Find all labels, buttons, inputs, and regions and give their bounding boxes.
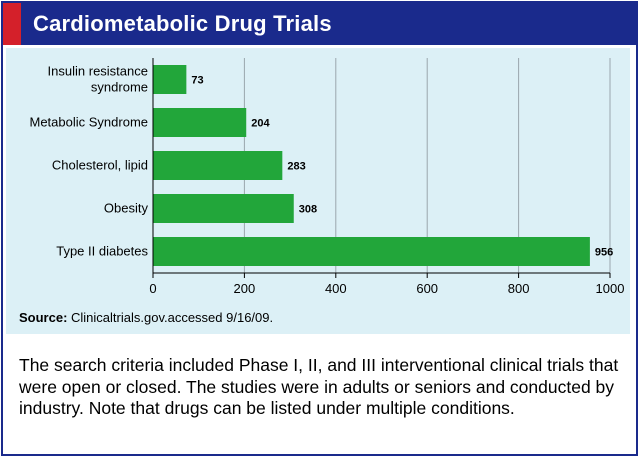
title-accent-stripe bbox=[3, 3, 21, 45]
category-label: Metabolic Syndrome bbox=[30, 115, 149, 130]
category-label: Obesity bbox=[104, 201, 149, 216]
bar bbox=[153, 237, 590, 266]
x-tick-label: 200 bbox=[234, 281, 256, 296]
data-label: 956 bbox=[595, 247, 613, 259]
data-label: 308 bbox=[299, 204, 317, 216]
bar bbox=[153, 108, 247, 137]
category-label-line: Metabolic Syndrome bbox=[30, 115, 149, 130]
note-paragraph: The search criteria included Phase I, II… bbox=[19, 355, 619, 418]
x-tick-label: 800 bbox=[508, 281, 530, 296]
title-bar: Cardiometabolic Drug Trials bbox=[3, 3, 636, 45]
bar bbox=[153, 151, 283, 180]
data-label: 283 bbox=[287, 161, 305, 173]
chart-title: Cardiometabolic Drug Trials bbox=[33, 11, 332, 36]
x-tick-label: 0 bbox=[149, 281, 156, 296]
data-label: 73 bbox=[191, 75, 203, 87]
chart-area: 73 Insulin resistance syndrome 204 Metabolic… bbox=[6, 48, 630, 334]
data-label: 204 bbox=[251, 118, 270, 130]
category-label-line: Cholesterol, lipid bbox=[52, 158, 148, 173]
x-tick-label: 600 bbox=[416, 281, 438, 296]
bar-chart: 73 Insulin resistance syndrome 204 Metabolic… bbox=[30, 58, 625, 296]
category-label-line: Obesity bbox=[104, 201, 149, 216]
category-label: Type II diabetes bbox=[56, 244, 148, 259]
source-label: Source: bbox=[19, 310, 68, 325]
category-label: Cholesterol, lipid bbox=[52, 158, 148, 173]
source-text: Clinicaltrials.gov.accessed 9/16/09. bbox=[67, 310, 274, 325]
x-tick-label: 1000 bbox=[596, 281, 625, 296]
bar bbox=[153, 65, 187, 94]
category-label-line: Insulin resistance bbox=[48, 64, 148, 79]
source-line: Source: Clinicaltrials.gov.accessed 9/16… bbox=[19, 310, 273, 325]
x-tick-label: 400 bbox=[325, 281, 347, 296]
figure-frame: Cardiometabolic Drug Trials 73 Insulin re… bbox=[1, 1, 638, 456]
category-label-line: syndrome bbox=[91, 80, 148, 95]
category-label: Insulin resistance syndrome bbox=[48, 64, 148, 95]
category-label-line: Type II diabetes bbox=[56, 244, 148, 259]
bar bbox=[153, 194, 294, 223]
